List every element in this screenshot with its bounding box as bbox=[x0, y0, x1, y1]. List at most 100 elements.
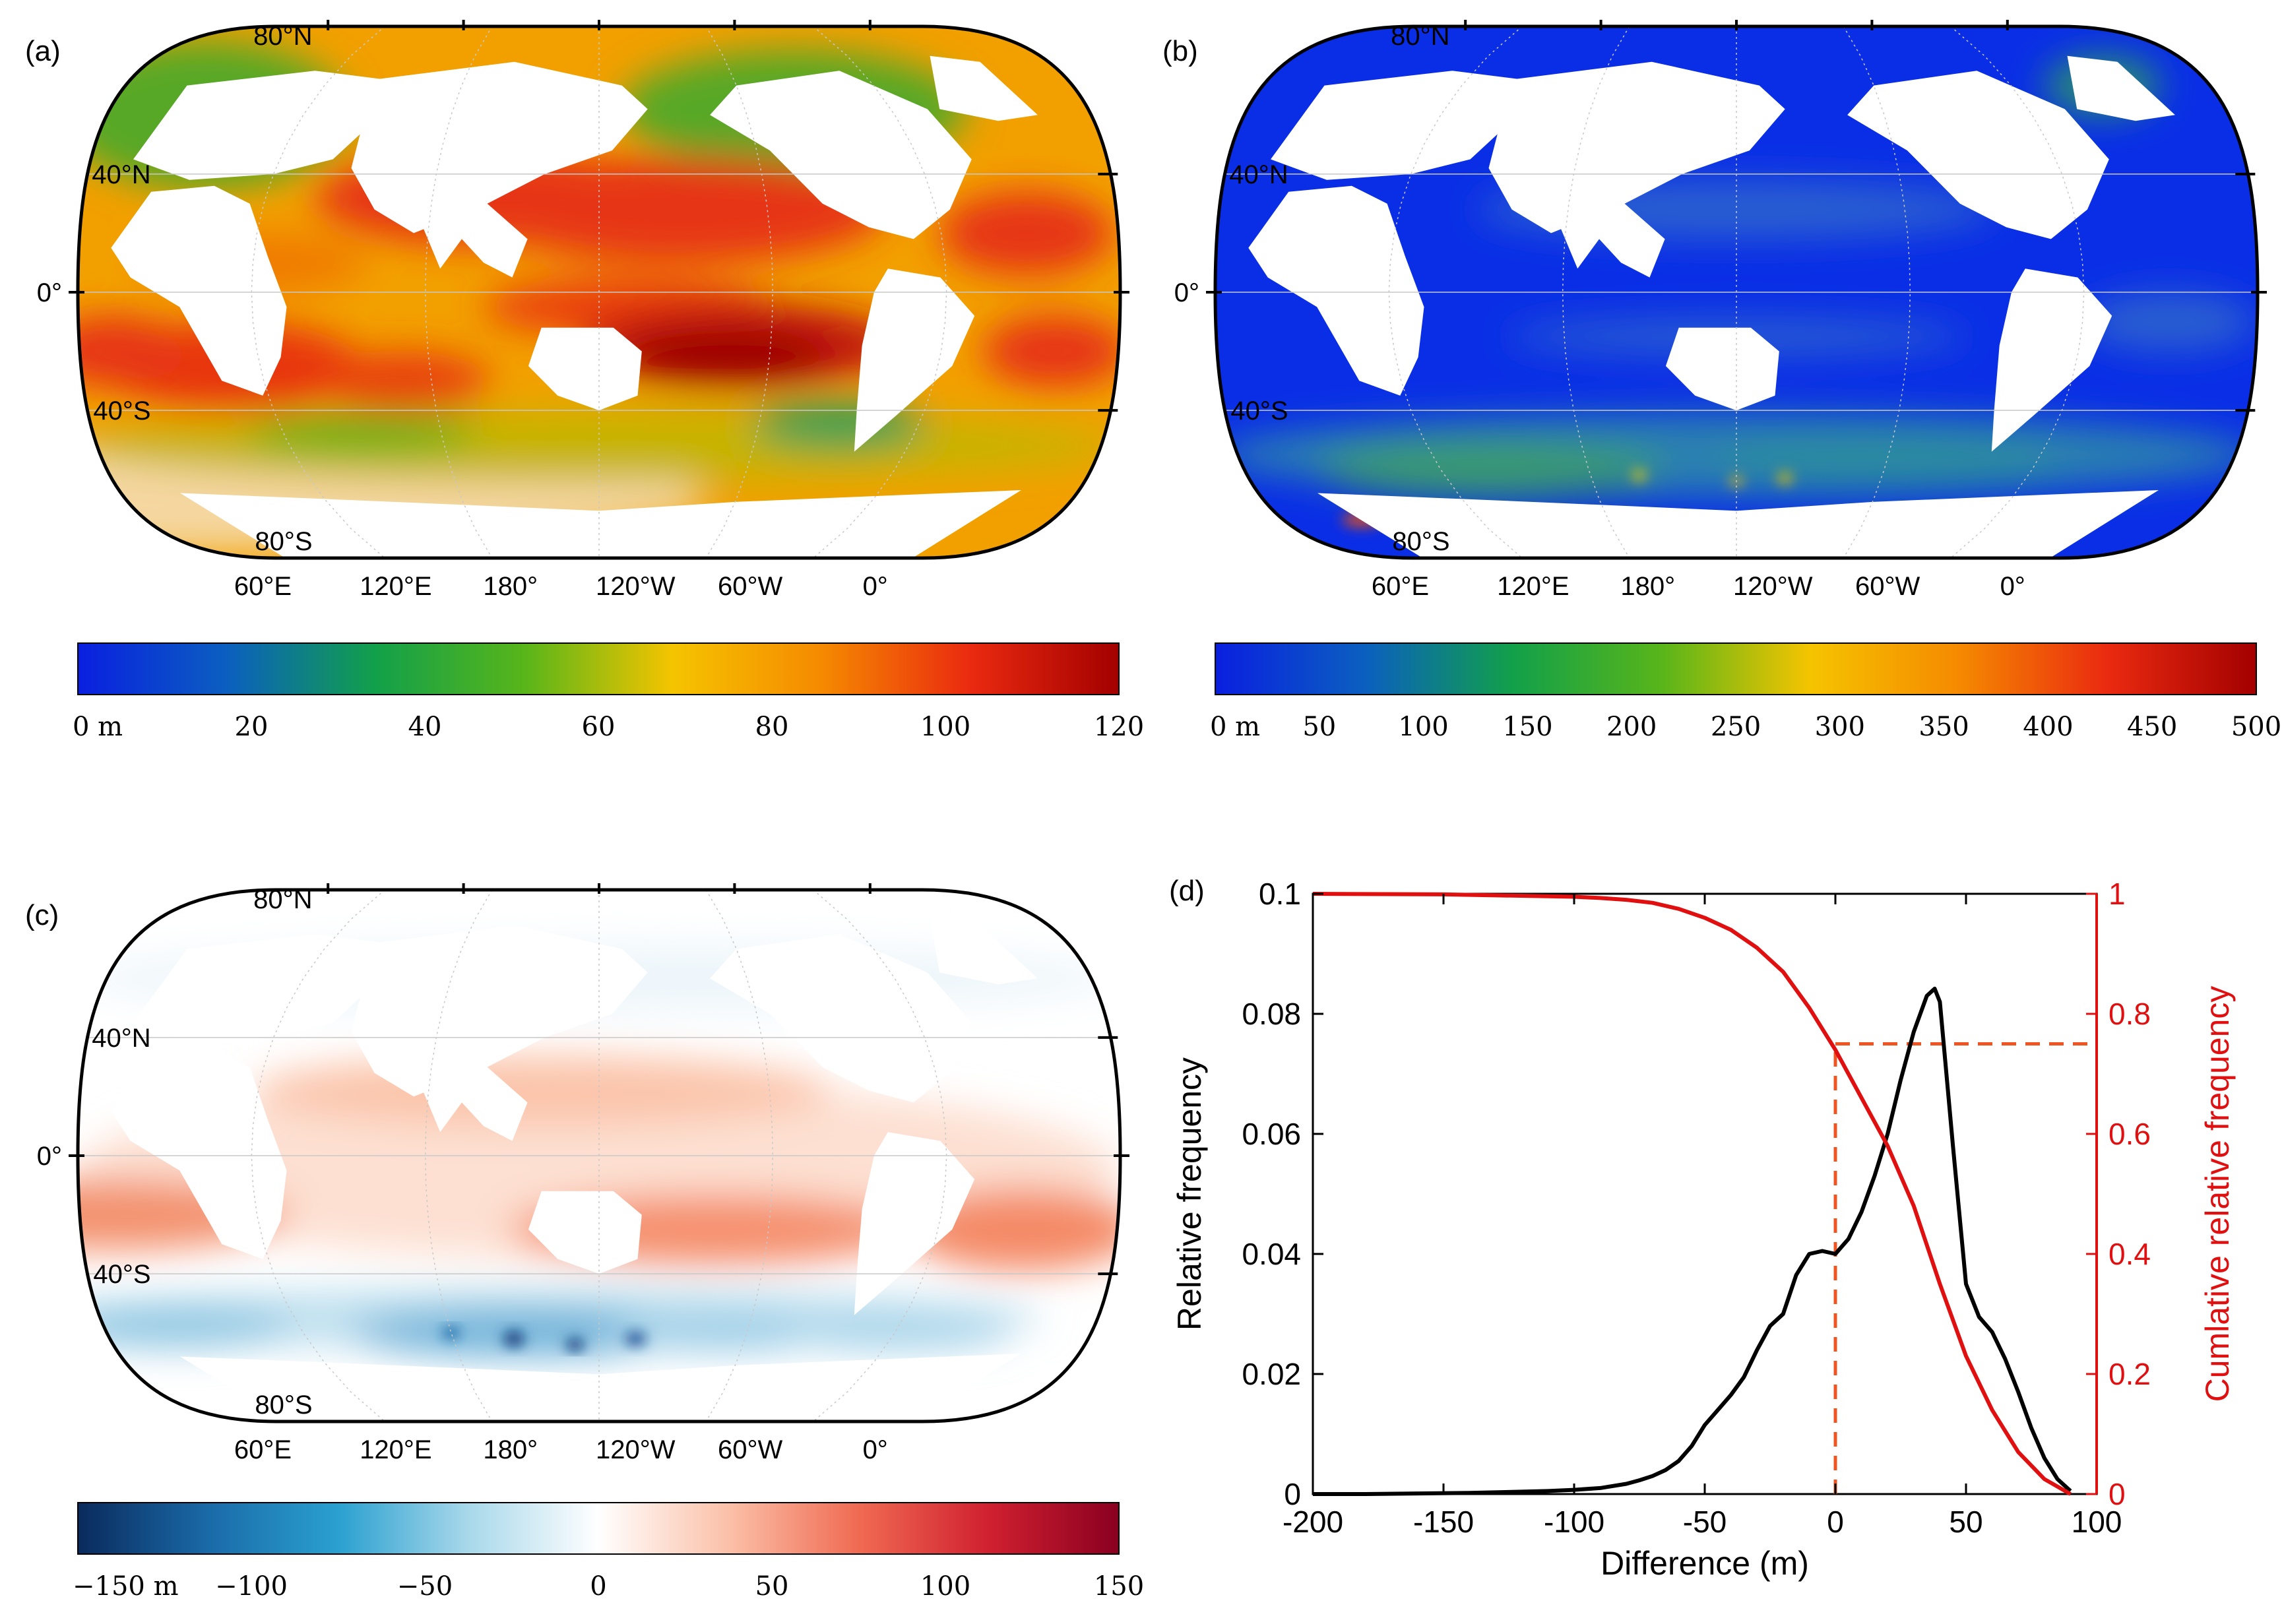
graticule-meridian bbox=[1950, 26, 2085, 558]
map-field-patch bbox=[1712, 433, 2060, 493]
y-axis-label: Relative frequency bbox=[1171, 1057, 1208, 1330]
map-field-patch bbox=[246, 416, 479, 452]
longitude-label: 60°W bbox=[718, 572, 782, 601]
map-c-frame bbox=[76, 888, 1122, 1423]
longitude-label: 0° bbox=[863, 1435, 888, 1464]
map-field-patch bbox=[939, 191, 1114, 275]
y-tick-label: 0.08 bbox=[1242, 997, 1301, 1031]
graticule-meridian bbox=[813, 890, 947, 1421]
map-field-spot bbox=[1777, 473, 1793, 484]
y2-axis-label: Cumlative relative frequency bbox=[2199, 986, 2236, 1402]
land-mask bbox=[1533, 203, 1665, 278]
map-b-frame bbox=[1213, 24, 2260, 560]
land-mask bbox=[528, 327, 642, 411]
y-tick-label: 0 bbox=[1284, 1477, 1301, 1511]
map-field-patch bbox=[316, 351, 491, 411]
land-mask bbox=[351, 61, 648, 234]
map-field-patch bbox=[778, 1315, 1011, 1351]
colorbar-tick-label: 350 bbox=[1919, 712, 1969, 742]
land-mask bbox=[710, 934, 972, 1103]
latitude-label: 0° bbox=[37, 278, 62, 307]
map-panel-a bbox=[69, 20, 1129, 560]
map-field-spot bbox=[625, 1332, 647, 1346]
longitude-label: 60°E bbox=[1372, 572, 1429, 601]
land-mask bbox=[854, 1132, 975, 1315]
longitude-label: 0° bbox=[2000, 572, 2025, 601]
colorbar-tick-label: 500 bbox=[2231, 712, 2281, 742]
map-field-patch bbox=[351, 1309, 699, 1357]
plot-area bbox=[1312, 892, 2098, 1495]
land-mask bbox=[1847, 71, 2109, 239]
latitude-label: 80°N bbox=[253, 885, 312, 914]
colorbar-tick-label: 0 m bbox=[73, 712, 123, 742]
colorbar-tick-label: 100 bbox=[920, 1571, 970, 1602]
map-field-patch bbox=[1316, 439, 1664, 499]
colorbar-tick-label: 150 bbox=[1502, 712, 1552, 742]
longitude-label: 60°W bbox=[1855, 572, 1920, 601]
map-field-patch bbox=[2082, 292, 2256, 352]
map-a-frame bbox=[76, 24, 1122, 560]
longitude-label: 60°W bbox=[718, 1435, 782, 1464]
colorbar-a bbox=[77, 642, 1120, 695]
x-tick-label: -100 bbox=[1544, 1505, 1604, 1539]
map-field-patch bbox=[906, 1188, 1120, 1271]
map-field-patch bbox=[480, 156, 886, 263]
panel-a-label: (a) bbox=[25, 35, 61, 67]
land-mask bbox=[111, 1049, 287, 1259]
map-field-spot bbox=[503, 1330, 524, 1347]
relative-frequency-line bbox=[1313, 986, 2072, 1496]
land-mask bbox=[180, 1354, 1021, 1421]
panel-c-label: (c) bbox=[25, 899, 59, 931]
x-tick-label: 100 bbox=[2072, 1505, 2122, 1539]
colorbar-b bbox=[1215, 642, 2257, 695]
x-tick-label: 0 bbox=[1827, 1505, 1844, 1539]
map-field-patch bbox=[625, 330, 829, 384]
y2-tick-label: 0.4 bbox=[2109, 1237, 2151, 1271]
land-mask bbox=[395, 1067, 528, 1141]
longitude-label: 0° bbox=[863, 572, 888, 601]
map-field-patch bbox=[606, 1315, 839, 1351]
y-tick-label: 0.1 bbox=[1259, 877, 1301, 911]
graticule-meridian bbox=[1388, 26, 1523, 558]
land-mask bbox=[528, 1191, 642, 1274]
longitude-label: 120°W bbox=[596, 1435, 676, 1464]
graticule-meridian bbox=[251, 26, 385, 558]
colorbar-tick-label: 20 bbox=[235, 712, 269, 742]
latitude-label: 80°N bbox=[253, 22, 312, 51]
land-mask bbox=[710, 71, 972, 239]
histogram-chart: -200 -150 -100 -50 0 50 100 0 0.02 0.04 0.06 0.08 0… bbox=[1171, 877, 2236, 1582]
colorbar-tick-label: 50 bbox=[755, 1571, 789, 1602]
land-mask bbox=[854, 268, 975, 452]
map-field-patch bbox=[78, 315, 187, 387]
y2-tick-label: 0.6 bbox=[2109, 1117, 2151, 1151]
map-panel-c bbox=[69, 883, 1129, 1423]
longitude-label: 120°W bbox=[1733, 572, 1813, 601]
land-mask bbox=[133, 934, 386, 1044]
land-mask bbox=[1271, 71, 1523, 180]
latitude-label: 40°N bbox=[92, 160, 150, 189]
x-tick-label: 50 bbox=[1949, 1505, 1983, 1539]
land-mask bbox=[1488, 61, 1785, 234]
map-field-patch bbox=[982, 315, 1120, 387]
latitude-label: 80°S bbox=[1392, 527, 1449, 556]
panel-d-label: (d) bbox=[1169, 875, 1205, 907]
map-field-spot bbox=[1632, 470, 1646, 481]
colorbar-c bbox=[77, 1502, 1120, 1555]
colorbar-tick-label: −150 m bbox=[73, 1571, 179, 1602]
longitude-label: 120°W bbox=[596, 572, 676, 601]
land-mask bbox=[111, 185, 287, 396]
latitude-label: 40°S bbox=[1230, 396, 1288, 425]
longitude-label: 120°E bbox=[1497, 572, 1569, 601]
colorbar-tick-label: 50 bbox=[1302, 712, 1336, 742]
x-tick-label: -200 bbox=[1283, 1505, 1343, 1539]
longitude-label: 180° bbox=[483, 1435, 538, 1464]
land-mask bbox=[351, 925, 648, 1097]
y-tick-label: 0.04 bbox=[1242, 1237, 1301, 1271]
y-tick-label: 0.06 bbox=[1242, 1117, 1301, 1151]
land-mask bbox=[1991, 268, 2112, 452]
map-field-spot bbox=[441, 1326, 460, 1340]
land-mask bbox=[395, 203, 528, 278]
land-mask bbox=[2067, 55, 2175, 121]
y2-tick-label: 1 bbox=[2109, 877, 2126, 911]
